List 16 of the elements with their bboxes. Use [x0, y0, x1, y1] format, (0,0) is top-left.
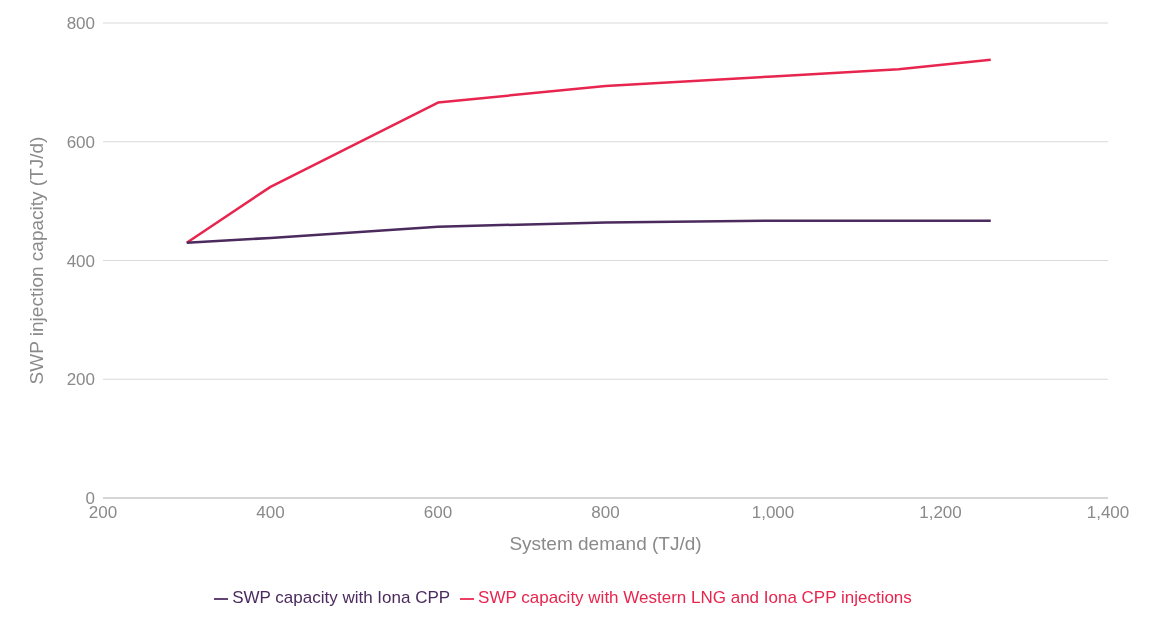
x-tick-label: 1,200: [919, 503, 962, 523]
y-tick-label: 200: [66, 370, 95, 390]
x-tick-label: 400: [256, 503, 285, 523]
x-tick-label: 600: [423, 503, 453, 523]
legend-label: SWP capacity with Iona CPP: [232, 588, 451, 607]
x-tick-label: 800: [591, 503, 620, 523]
y-tick-label: 600: [66, 132, 95, 152]
legend-label: SWP capacity with Western LNG and Iona CPP injections: [478, 588, 912, 607]
line-series: [185, 58, 992, 244]
y-tick-label: 800: [66, 14, 95, 34]
x-tick-label: 1,000: [751, 503, 795, 523]
y-tick-label: 400: [66, 251, 95, 271]
line-series: [185, 219, 992, 244]
x-tick-label: 1,400: [1086, 503, 1130, 523]
x-axis-title: System demand (TJ/d): [509, 533, 702, 554]
y-axis-title: SWP injection capacity (TJ/d): [25, 136, 47, 385]
